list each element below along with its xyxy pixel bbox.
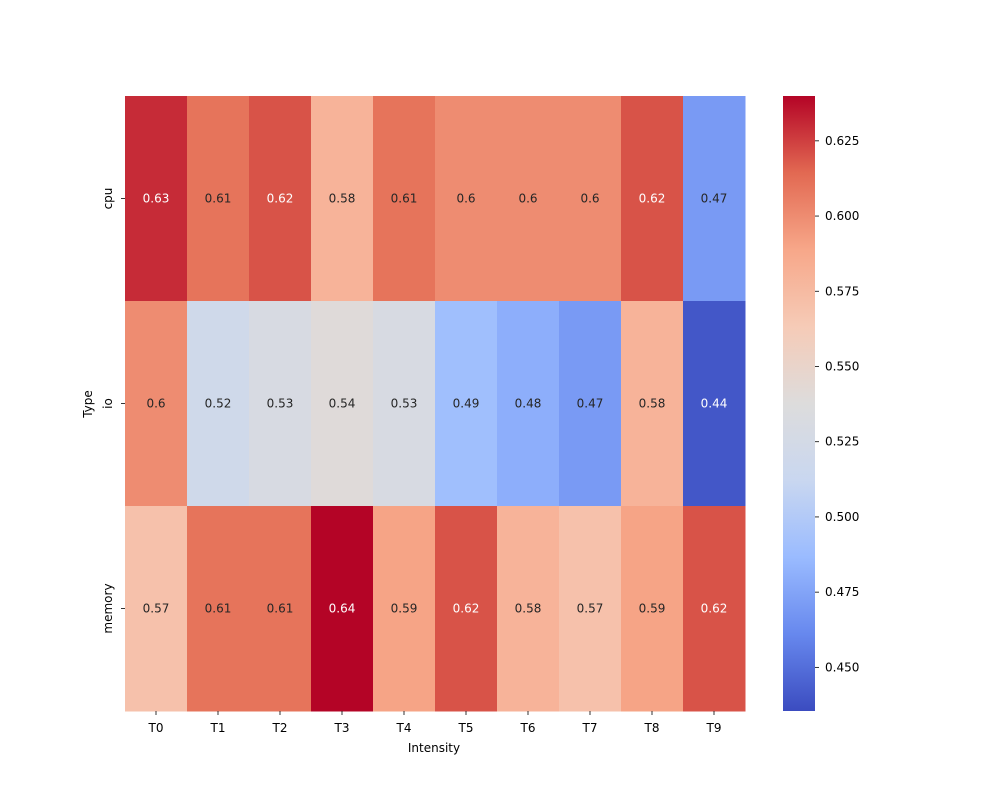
colorbar-ticks: 0.450 0.475 0.500 0.525 0.550 0.575 0.600 0.625 bbox=[815, 134, 859, 674]
cell-label-io-T2: 0.53 bbox=[267, 397, 294, 411]
colorbar-tick-label-0.600: 0.600 bbox=[825, 209, 859, 223]
colorbar-tick-label-0.500: 0.500 bbox=[825, 510, 859, 524]
heatmap-cell-io-T3 bbox=[311, 301, 374, 507]
cell-label-memory-T5: 0.62 bbox=[453, 602, 480, 616]
cell-label-io-T7: 0.47 bbox=[577, 397, 604, 411]
heatmap-cell-cpu-T0 bbox=[125, 96, 188, 302]
heatmap-cell-memory-T7 bbox=[559, 506, 622, 712]
cell-label-cpu-T8: 0.62 bbox=[639, 192, 666, 206]
x-tick-label-T5: T5 bbox=[458, 721, 474, 735]
heatmap-cell-memory-T3 bbox=[311, 506, 374, 712]
cell-label-cpu-T6: 0.6 bbox=[518, 192, 537, 206]
colorbar-tick-label-0.550: 0.550 bbox=[825, 359, 859, 373]
x-tick-label-T0: T0 bbox=[148, 721, 164, 735]
heatmap-cell-cpu-T9 bbox=[683, 96, 746, 302]
heatmap-cell-io-T7 bbox=[559, 301, 622, 507]
heatmap-cell-io-T1 bbox=[187, 301, 250, 507]
heatmap-cell-io-T8 bbox=[621, 301, 684, 507]
cell-label-cpu-T4: 0.61 bbox=[391, 192, 418, 206]
x-tick-label-T2: T2 bbox=[272, 721, 288, 735]
cell-label-memory-T3: 0.64 bbox=[329, 602, 356, 616]
x-axis-title: Intensity bbox=[408, 741, 460, 755]
heatmap-cell-cpu-T1 bbox=[187, 96, 250, 302]
heatmap-cell-cpu-T8 bbox=[621, 96, 684, 302]
heatmap-cell-memory-T9 bbox=[683, 506, 746, 712]
cell-label-cpu-T1: 0.61 bbox=[205, 192, 232, 206]
cell-label-io-T6: 0.48 bbox=[515, 397, 542, 411]
cell-label-io-T4: 0.53 bbox=[391, 397, 418, 411]
y-axis: cpu io memory bbox=[101, 188, 125, 634]
y-tick-label-cpu: cpu bbox=[101, 188, 115, 210]
x-tick-label-T6: T6 bbox=[520, 721, 536, 735]
y-tick-label-io: io bbox=[101, 398, 115, 409]
cell-label-io-T0: 0.6 bbox=[146, 397, 165, 411]
heatmap-cell-memory-T4 bbox=[373, 506, 436, 712]
x-tick-label-T1: T1 bbox=[210, 721, 226, 735]
heatmap-cell-io-T9 bbox=[683, 301, 746, 507]
heatmap-cell-io-T4 bbox=[373, 301, 436, 507]
x-tick-label-T4: T4 bbox=[396, 721, 412, 735]
colorbar bbox=[783, 96, 815, 711]
cell-label-memory-T7: 0.57 bbox=[577, 602, 604, 616]
heatmap-cell-io-T0 bbox=[125, 301, 188, 507]
y-axis-title: Type bbox=[81, 390, 95, 419]
colorbar-tick-label-0.450: 0.450 bbox=[825, 660, 859, 674]
cell-label-cpu-T7: 0.6 bbox=[580, 192, 599, 206]
heatmap-cell-memory-T0 bbox=[125, 506, 188, 712]
colorbar-tick-label-0.475: 0.475 bbox=[825, 585, 859, 599]
heatmap-cell-memory-T5 bbox=[435, 506, 498, 712]
cell-label-memory-T9: 0.62 bbox=[701, 602, 728, 616]
heatmap-cell-cpu-T6 bbox=[497, 96, 560, 302]
cell-label-io-T1: 0.52 bbox=[205, 397, 232, 411]
x-tick-label-T9: T9 bbox=[706, 721, 722, 735]
cell-label-memory-T4: 0.59 bbox=[391, 602, 418, 616]
heatmap-cell-memory-T6 bbox=[497, 506, 560, 712]
cell-label-cpu-T5: 0.6 bbox=[456, 192, 475, 206]
x-axis: T0 T1 T2 T3 T4 T5 T6 T7 T8 T9 bbox=[148, 711, 722, 735]
heatmap-cell-io-T5 bbox=[435, 301, 498, 507]
x-tick-label-T3: T3 bbox=[334, 721, 350, 735]
x-tick-label-T8: T8 bbox=[644, 721, 660, 735]
cell-label-io-T9: 0.44 bbox=[701, 397, 728, 411]
cell-label-io-T8: 0.58 bbox=[639, 397, 666, 411]
y-tick-label-memory: memory bbox=[101, 583, 115, 633]
cell-label-memory-T6: 0.58 bbox=[515, 602, 542, 616]
cell-label-io-T5: 0.49 bbox=[453, 397, 480, 411]
cell-label-memory-T8: 0.59 bbox=[639, 602, 666, 616]
heatmap-cell-io-T2 bbox=[249, 301, 312, 507]
heatmap-cell-cpu-T2 bbox=[249, 96, 312, 302]
cell-label-cpu-T3: 0.58 bbox=[329, 192, 356, 206]
heatmap-cell-memory-T1 bbox=[187, 506, 250, 712]
heatmap-cell-io-T6 bbox=[497, 301, 560, 507]
heatmap-cell-cpu-T5 bbox=[435, 96, 498, 302]
cell-label-memory-T1: 0.61 bbox=[205, 602, 232, 616]
x-tick-label-T7: T7 bbox=[582, 721, 598, 735]
cell-label-cpu-T2: 0.62 bbox=[267, 192, 294, 206]
cell-label-cpu-T9: 0.47 bbox=[701, 192, 728, 206]
cell-label-io-T3: 0.54 bbox=[329, 397, 356, 411]
colorbar-tick-label-0.575: 0.575 bbox=[825, 284, 859, 298]
cell-value-labels: 0.63 0.61 0.62 0.58 0.61 0.6 0.6 0.6 0.62 0.47 0.6… bbox=[143, 192, 728, 616]
cell-label-memory-T2: 0.61 bbox=[267, 602, 294, 616]
heatmap-cell-cpu-T7 bbox=[559, 96, 622, 302]
heatmap-cell-cpu-T4 bbox=[373, 96, 436, 302]
cell-label-cpu-T0: 0.63 bbox=[143, 192, 170, 206]
colorbar-tick-label-0.525: 0.525 bbox=[825, 435, 859, 449]
colorbar-tick-label-0.625: 0.625 bbox=[825, 134, 859, 148]
heatmap-cell-memory-T8 bbox=[621, 506, 684, 712]
heatmap-cells bbox=[125, 96, 746, 712]
heatmap-cell-memory-T2 bbox=[249, 506, 312, 712]
heatmap-cell-cpu-T3 bbox=[311, 96, 374, 302]
cell-label-memory-T0: 0.57 bbox=[143, 602, 170, 616]
